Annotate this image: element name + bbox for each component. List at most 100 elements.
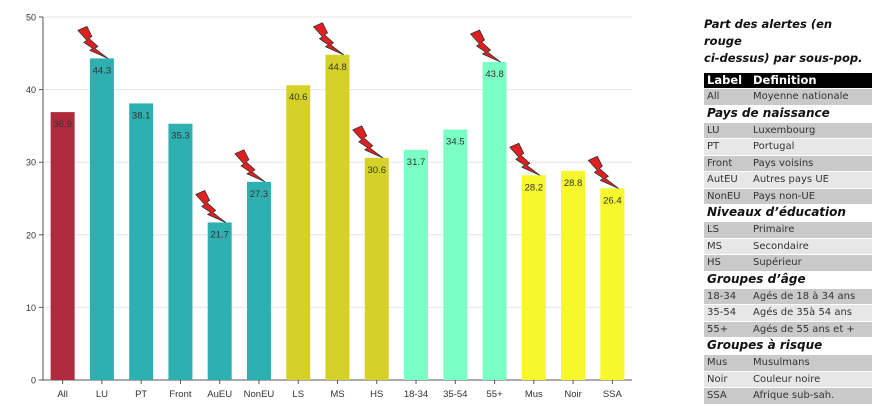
legend-row-definition: Agés de 18 à 34 ans	[753, 290, 856, 302]
legend-row: LS Primaire	[704, 221, 872, 238]
legend-title-line1: Part des alertes (en rouge	[704, 17, 833, 48]
legend-row-label: PT	[707, 141, 720, 152]
x-tick-label: LU	[96, 389, 108, 400]
x-tick-label: 55+	[487, 389, 504, 400]
legend-row-definition: Primaire	[753, 224, 795, 235]
x-tick-label: MS	[330, 389, 344, 400]
legend-group-title: Groupes à risque	[707, 338, 823, 352]
y-tick-label: 0	[31, 376, 36, 386]
x-tick-label: NonEU	[244, 389, 275, 400]
bar-value-label: 44.8	[328, 62, 347, 73]
legend-header-definition: Definition	[753, 73, 817, 87]
alert-lightning-icon	[587, 155, 619, 189]
bar	[89, 58, 114, 381]
bar-value-label: 38.1	[132, 110, 151, 121]
legend-row-label: Front	[707, 157, 733, 169]
x-tick-label: Mus	[525, 389, 543, 400]
legend-row: 18-34 Agés de 18 à 34 ans	[704, 287, 872, 304]
bar-value-label: 28.2	[525, 182, 544, 193]
legend-panel: Part des alertes (en rouge ci-dessus) pa…	[704, 16, 872, 404]
legend-row: PT Portugal	[704, 138, 872, 155]
bar	[325, 54, 350, 380]
bar	[561, 170, 586, 380]
bar-value-label: 21.7	[210, 229, 229, 240]
x-tick-label: LS	[292, 389, 304, 400]
y-tick-label: 20	[26, 230, 36, 240]
legend-row-definition: Pays non-UE	[753, 190, 816, 202]
legend-row: AutEU Autres pays UE	[704, 171, 872, 188]
alert-lightning-icon	[234, 149, 266, 183]
bar	[246, 181, 271, 380]
bar	[129, 103, 154, 381]
bar-value-label: 34.5	[446, 137, 465, 148]
legend-header: Label Definition	[704, 73, 872, 88]
bar-value-label: 44.3	[93, 65, 112, 76]
alert-lightning-icon	[509, 142, 541, 176]
bar-value-label: 31.7	[407, 157, 426, 168]
legend-group-title: Groupes d’âge	[707, 271, 806, 286]
legend-row: NonEU Pays non-UE	[704, 187, 872, 204]
bar-chart: 0 10 20 30 40 50 36.9 All 44.3 LU 38.1 PT 35.3 Front 2…	[26, 13, 632, 400]
legend-row-definition: Portugal	[753, 141, 795, 152]
alert-lightning-icon	[77, 25, 109, 59]
legend-row-definition: Autres pays UE	[753, 174, 829, 185]
legend-row-label: 55+	[707, 323, 729, 335]
bar	[482, 62, 507, 381]
legend-row-label: LS	[707, 224, 719, 235]
x-tick-label: PT	[135, 389, 147, 400]
bar-value-label: 26.4	[603, 195, 622, 206]
legend-row: Mus Musulmans	[704, 354, 872, 371]
x-tick-label: 35-54	[443, 389, 467, 400]
legend-row-definition: Luxembourg	[753, 124, 816, 136]
legend-row: SSA Afrique sub-sah.	[704, 387, 872, 404]
legend-title: Part des alertes (en rouge ci-dessus) pa…	[704, 16, 872, 67]
legend-row: 55+ Agés de 55 ans et +	[704, 320, 872, 337]
bar	[286, 85, 311, 380]
y-tick-label: 10	[26, 303, 36, 313]
legend-row-label: Mus	[707, 357, 728, 368]
legend-row-label: 35-54	[707, 307, 737, 318]
legend-row-definition: Agés de 55 ans et +	[753, 323, 855, 335]
alert-lightning-icon	[195, 190, 227, 223]
x-tick-label: AuEU	[207, 389, 232, 400]
x-tick-label: 18-34	[404, 389, 428, 400]
y-tick-label: 50	[26, 13, 36, 23]
legend-row-definition: Afrique sub-sah.	[753, 390, 835, 401]
bar	[50, 112, 75, 380]
legend-row: Noir Couleur noire	[704, 370, 872, 387]
legend-row-definition: Couleur noire	[753, 373, 821, 385]
legend-group-title: Niveaux d’éducation	[707, 205, 846, 219]
legend-group-title: Pays de naissance	[707, 105, 830, 120]
bar	[364, 157, 389, 380]
x-tick-label: All	[57, 389, 68, 400]
bar-value-label: 30.6	[368, 165, 387, 176]
x-tick-label: Front	[169, 389, 192, 400]
legend-row-label: MS	[707, 240, 722, 252]
bar	[404, 149, 429, 380]
bar	[600, 188, 625, 380]
alert-lightning-icon	[470, 29, 501, 63]
bar	[207, 222, 232, 380]
legend-row-label: All	[707, 91, 720, 102]
legend-row-label: 18-34	[707, 290, 737, 302]
x-tick-label: SSA	[603, 389, 623, 400]
legend-row-definition: Moyenne nationale	[753, 91, 849, 102]
chart-svg: 0 10 20 30 40 50 36.9 All 44.3 LU 38.1 PT 35.3 Front 2…	[26, 13, 632, 400]
legend-row-definition: Pays voisins	[753, 157, 814, 169]
bar-value-label: 40.6	[289, 92, 308, 103]
x-tick-label: HS	[370, 389, 383, 400]
legend-row-label: SSA	[707, 390, 727, 401]
bar-value-label: 36.9	[53, 119, 72, 130]
legend-row: MS Secondaire	[704, 237, 872, 254]
bar-value-label: 35.3	[171, 131, 190, 142]
legend-row: LU Luxembourg	[704, 121, 872, 138]
alert-lightning-icon	[352, 125, 384, 159]
alert-lightning-icon	[313, 22, 344, 56]
legend-row-label: HS	[707, 257, 721, 268]
legend-row: HS Supérieur	[704, 254, 872, 271]
bar	[443, 129, 468, 380]
legend-row-definition: Secondaire	[753, 240, 809, 252]
legend-row-label: AutEU	[707, 174, 738, 185]
bar-value-label: 28.8	[564, 178, 583, 189]
legend-row-label: Noir	[707, 373, 728, 385]
